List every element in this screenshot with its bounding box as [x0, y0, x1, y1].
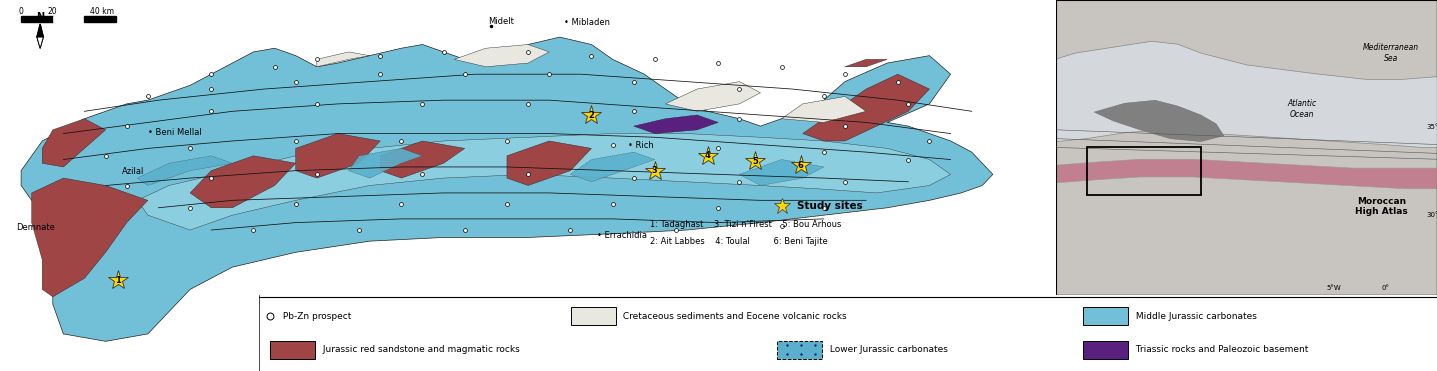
Bar [777, 341, 822, 359]
Polygon shape [570, 152, 655, 182]
Text: 3: 3 [652, 166, 658, 175]
Text: Lower Jurassic carbonates: Lower Jurassic carbonates [826, 345, 947, 354]
Text: • Mibladen: • Mibladen [563, 18, 611, 27]
Text: 1: 1 [115, 276, 121, 285]
Text: Mediterranean
Sea: Mediterranean Sea [1364, 43, 1420, 63]
Polygon shape [782, 96, 867, 122]
Polygon shape [454, 45, 549, 67]
Text: 4: 4 [704, 151, 710, 160]
Text: • Beni Mellal: • Beni Mellal [148, 128, 201, 137]
Text: Cretaceous sediments and Eocene volcanic rocks: Cretaceous sediments and Eocene volcanic… [621, 312, 846, 321]
Polygon shape [1056, 130, 1437, 295]
Bar [53, 16, 85, 22]
Text: Middle Jurassic carbonates: Middle Jurassic carbonates [1132, 312, 1257, 321]
Polygon shape [507, 141, 592, 186]
Polygon shape [739, 160, 823, 186]
Polygon shape [42, 119, 106, 167]
Polygon shape [22, 37, 993, 341]
Polygon shape [138, 156, 233, 186]
Polygon shape [138, 134, 951, 230]
Polygon shape [1056, 0, 1437, 80]
Text: Study sites: Study sites [798, 201, 864, 211]
Text: 35°N: 35°N [1427, 124, 1437, 130]
Text: 40 km: 40 km [89, 7, 114, 16]
Bar [85, 16, 116, 22]
Bar [270, 341, 315, 359]
Text: Pb-Zn prospect: Pb-Zn prospect [280, 312, 351, 321]
Text: 2: Ait Labbes    4: Toulal         6: Beni Tajite: 2: Ait Labbes 4: Toulal 6: Beni Tajite [650, 237, 828, 246]
Polygon shape [634, 115, 718, 134]
Polygon shape [296, 134, 381, 178]
Text: Demnate: Demnate [16, 223, 55, 232]
Text: Atlantic
Ocean: Atlantic Ocean [1288, 99, 1316, 119]
Text: N: N [36, 12, 45, 22]
Text: 0: 0 [19, 7, 23, 16]
Polygon shape [37, 37, 43, 48]
Polygon shape [803, 74, 930, 141]
Bar [22, 16, 53, 22]
Bar [570, 307, 615, 325]
Text: • Errachidia: • Errachidia [596, 231, 647, 240]
Polygon shape [665, 82, 760, 111]
Text: 2: 2 [589, 111, 595, 119]
Polygon shape [316, 52, 369, 67]
Text: 0°: 0° [1381, 285, 1390, 290]
Text: Moroccan
High Atlas: Moroccan High Atlas [1355, 197, 1408, 216]
Polygon shape [37, 24, 43, 37]
Bar [1086, 148, 1201, 195]
Bar [1083, 307, 1128, 325]
Text: Triassic rocks and Paleozoic basement: Triassic rocks and Paleozoic basement [1132, 345, 1308, 354]
Text: 1: Tadaghast    3: Tizi n’Firest    5: Bou Arhous: 1: Tadaghast 3: Tizi n’Firest 5: Bou Arh… [650, 220, 841, 229]
Text: Azilal: Azilal [122, 167, 144, 176]
Text: 5°W: 5°W [1326, 285, 1341, 290]
Text: Jurassic red sandstone and magmatic rocks: Jurassic red sandstone and magmatic rock… [320, 345, 520, 354]
Text: • Rich: • Rich [628, 141, 654, 150]
Polygon shape [1095, 100, 1224, 142]
Polygon shape [845, 59, 887, 67]
Text: 5: 5 [752, 157, 759, 166]
Text: Midelt: Midelt [489, 17, 514, 26]
Text: 6: 6 [798, 161, 803, 170]
Polygon shape [1056, 159, 1437, 189]
Bar [1083, 341, 1128, 359]
Polygon shape [190, 156, 296, 208]
Polygon shape [349, 148, 422, 178]
Text: 20: 20 [47, 7, 57, 16]
Polygon shape [381, 141, 464, 178]
Text: 30°N: 30°N [1426, 212, 1437, 218]
Polygon shape [32, 178, 148, 297]
